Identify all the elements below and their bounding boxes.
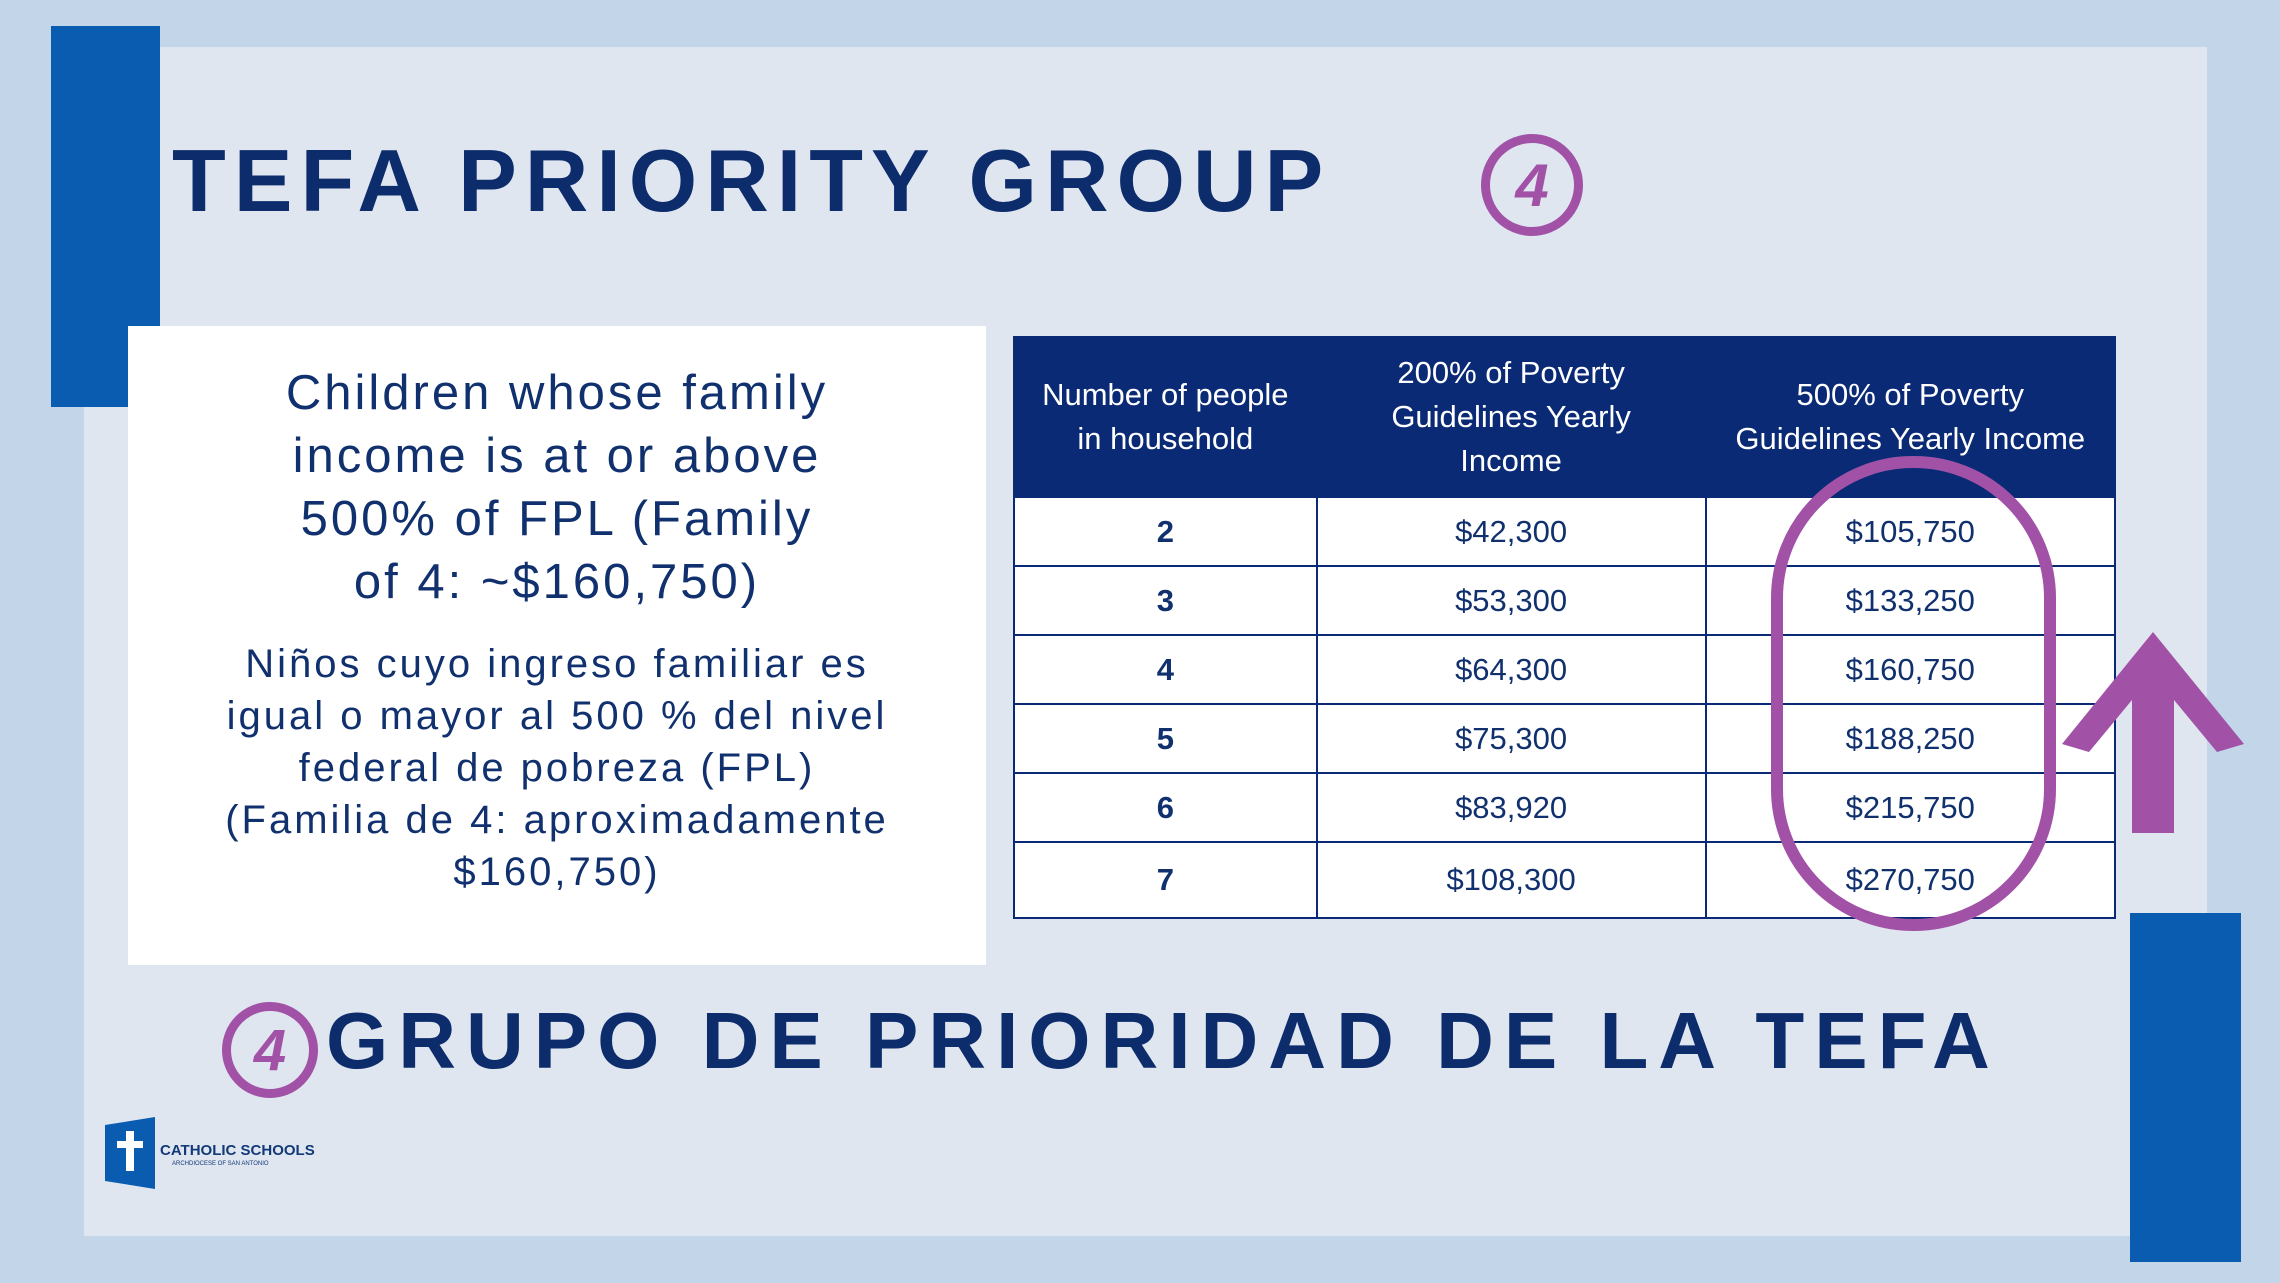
logo-subtitle: ARCHDIOCESE OF SAN ANTONIO <box>172 1161 269 1167</box>
table-cell: 4 <box>1013 634 1318 705</box>
accent-bar <box>2130 913 2241 1262</box>
header-cell: Number of people in household <box>1013 336 1318 498</box>
table-cell: 7 <box>1013 841 1318 919</box>
table-cell: $42,300 <box>1315 496 1707 567</box>
header-line: Guidelines Yearly <box>1391 399 1631 434</box>
table-row: 2 $42,300 $105,750 <box>1013 496 2117 567</box>
text-line: $160,750) <box>453 850 661 894</box>
table-cell: $108,300 <box>1315 841 1707 919</box>
text-line: Children whose family <box>285 366 829 420</box>
text-line: federal de pobreza (FPL) <box>298 746 816 790</box>
header-line: Guidelines Yearly Income <box>1735 421 2086 456</box>
table-cell: $270,750 <box>1704 841 2117 919</box>
header-line: 500% of Poverty <box>1796 377 2024 412</box>
text-line: (Familia de 4: aproximadamente <box>225 798 889 842</box>
logo-name: CATHOLIC SCHOOLS <box>160 1142 315 1159</box>
header-cell: 500% of Poverty Guidelines Yearly Income <box>1704 336 2117 498</box>
table-cell: 3 <box>1013 565 1318 636</box>
table-row: 3 $53,300 $133,250 <box>1013 565 2117 636</box>
logo-icon <box>105 1117 155 1189</box>
highlight-oval <box>1771 456 2056 931</box>
header-line: Number of people <box>1042 377 1289 412</box>
text-line: Niños cuyo ingreso familiar es <box>245 642 869 686</box>
table-cell: $64,300 <box>1315 634 1707 705</box>
table-cell: $105,750 <box>1704 496 2117 567</box>
text-line: income is at or above <box>292 429 822 483</box>
english-text: Children whose family income is at or abo… <box>128 362 986 614</box>
table-row: 7 $108,300 $270,750 <box>1013 841 2117 919</box>
table-cell: $75,300 <box>1315 703 1707 774</box>
header-line: in household <box>1077 421 1254 456</box>
footer-title: GRUPO DE PRIORIDAD DE LA TEFA <box>326 996 2000 1085</box>
badge: 4 <box>222 1002 318 1098</box>
title: TEFA PRIORITY GROUP <box>172 131 1332 230</box>
badge: 4 <box>1481 134 1583 236</box>
header-line: Income <box>1460 443 1562 478</box>
table-cell: 6 <box>1013 772 1318 843</box>
header-cell: 200% of Poverty Guidelines Yearly Income <box>1315 336 1707 498</box>
table-cell: $53,300 <box>1315 565 1707 636</box>
description-box: Children whose family income is at or abo… <box>128 326 986 965</box>
spanish-text: Niños cuyo ingreso familiar es igual o ma… <box>128 638 986 898</box>
table-cell: 5 <box>1013 703 1318 774</box>
text-line: igual o mayor al 500 % del nivel <box>226 694 888 738</box>
text-line: of 4: ~$160,750) <box>353 555 761 609</box>
table-header: Number of people in household 200% of Pove… <box>1013 336 2117 498</box>
text-line: 500% of FPL (Family <box>300 492 814 546</box>
table-cell: $83,920 <box>1315 772 1707 843</box>
header-line: 200% of Poverty <box>1397 355 1625 390</box>
table-cell: 2 <box>1013 496 1318 567</box>
up-arrow <box>2062 632 2244 833</box>
